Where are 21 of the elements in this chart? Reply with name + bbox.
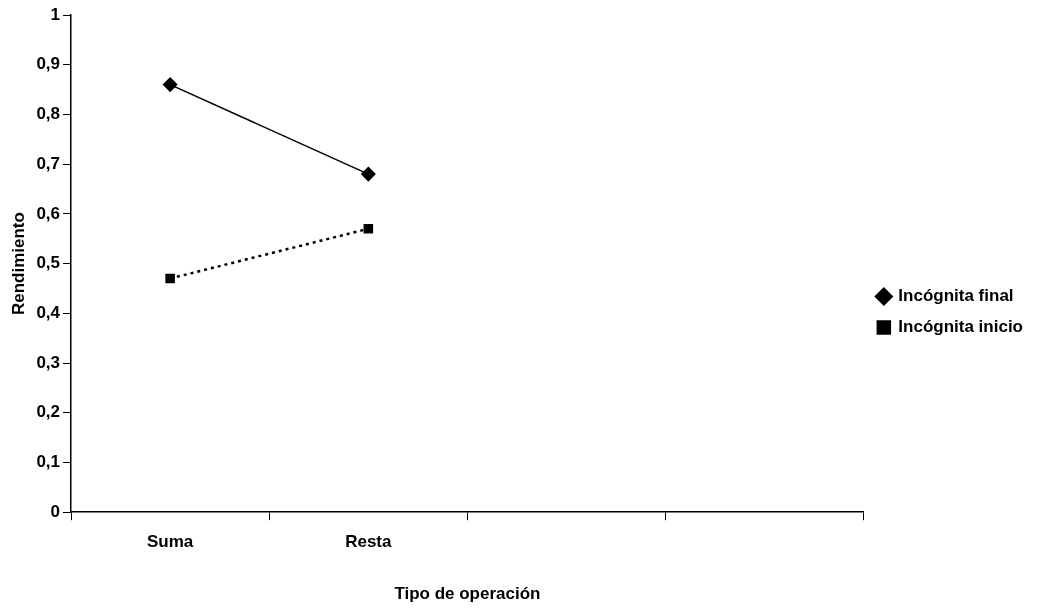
- x-tick-label: Suma: [146, 532, 194, 552]
- y-tick-label: 0,2: [36, 402, 61, 422]
- x-tick-label: Resta: [345, 532, 393, 552]
- y-tick-label: 0,3: [36, 352, 61, 372]
- y-tick-label: 0,1: [36, 452, 61, 472]
- y-tick-label: 0: [50, 501, 61, 521]
- y-tick-label: 0,7: [36, 153, 61, 173]
- point: [165, 273, 175, 284]
- y-tick-label: 0,9: [36, 54, 61, 74]
- point: [363, 224, 374, 234]
- y-tick-label: 0,6: [36, 203, 61, 223]
- legend-label: Incógnita final: [898, 286, 1014, 306]
- x-axis-title: Tipo de operación: [394, 584, 541, 604]
- y-tick-label: 0,5: [36, 253, 61, 273]
- point: [361, 166, 376, 182]
- y-tick-label: 0,8: [36, 104, 61, 124]
- legend-label: Incógnita inicio: [898, 317, 1023, 337]
- point: [162, 77, 178, 92]
- y-tick-label: 0,4: [36, 303, 61, 323]
- y-tick-label: 1: [50, 4, 61, 24]
- y-axis-title: Rendimiento: [8, 212, 28, 316]
